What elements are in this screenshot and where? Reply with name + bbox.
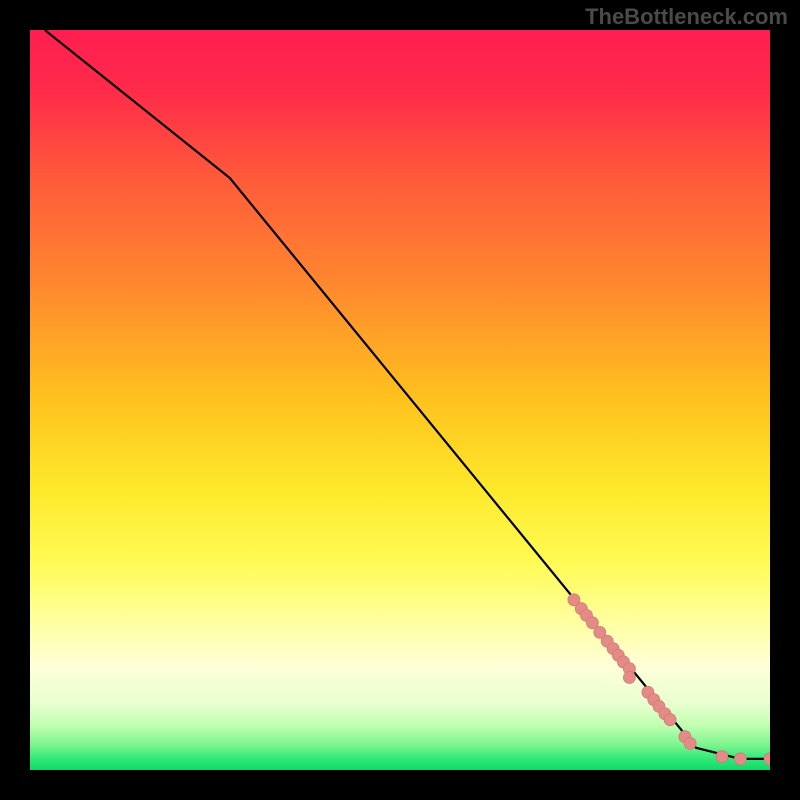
watermark-text: TheBottleneck.com (585, 4, 788, 30)
scatter-point (623, 672, 635, 684)
scatter-point (734, 753, 746, 765)
chart-area (30, 30, 770, 770)
scatter-point (664, 714, 676, 726)
gradient-background (30, 30, 770, 770)
chart-svg (30, 30, 770, 770)
scatter-point (684, 737, 696, 749)
scatter-point (716, 751, 728, 763)
